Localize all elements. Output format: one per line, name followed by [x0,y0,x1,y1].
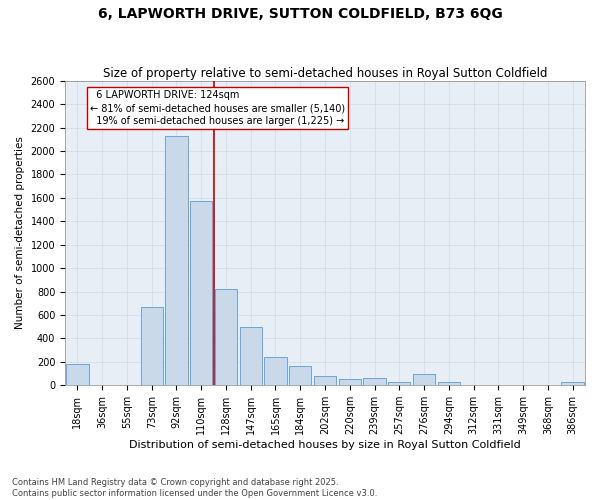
Bar [289,366,311,385]
Bar [166,136,188,385]
Bar [314,376,336,385]
Bar [562,382,584,385]
Text: 6 LAPWORTH DRIVE: 124sqm
← 81% of semi-detached houses are smaller (5,140)
  19%: 6 LAPWORTH DRIVE: 124sqm ← 81% of semi-d… [90,90,345,126]
Bar [388,382,410,385]
Text: Contains HM Land Registry data © Crown copyright and database right 2025.
Contai: Contains HM Land Registry data © Crown c… [12,478,377,498]
Text: 6, LAPWORTH DRIVE, SUTTON COLDFIELD, B73 6QG: 6, LAPWORTH DRIVE, SUTTON COLDFIELD, B73… [98,8,502,22]
Bar [239,326,262,385]
Bar [215,289,237,385]
Bar [364,378,386,385]
Bar [190,202,212,385]
Bar [66,364,89,385]
Title: Size of property relative to semi-detached houses in Royal Sutton Coldfield: Size of property relative to semi-detach… [103,66,547,80]
Bar [413,374,435,385]
X-axis label: Distribution of semi-detached houses by size in Royal Sutton Coldfield: Distribution of semi-detached houses by … [129,440,521,450]
Bar [140,306,163,385]
Bar [437,382,460,385]
Bar [338,380,361,385]
Y-axis label: Number of semi-detached properties: Number of semi-detached properties [15,136,25,330]
Bar [265,357,287,385]
